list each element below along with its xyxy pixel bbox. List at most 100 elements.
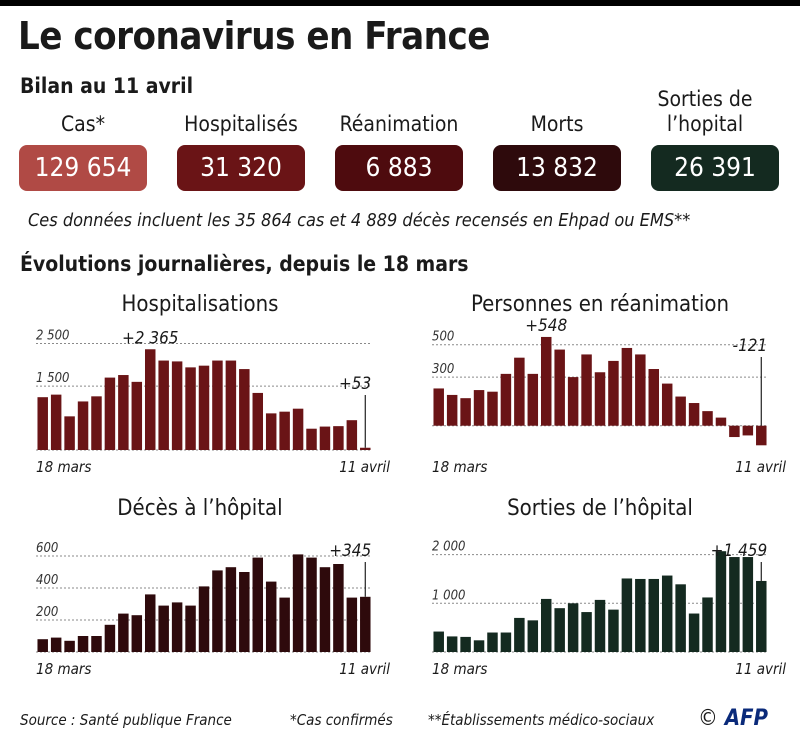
bar-icu-16 xyxy=(648,369,660,426)
bar-deaths-9 xyxy=(158,605,169,652)
bar-hosp-6 xyxy=(118,375,129,450)
bar-discharges-15 xyxy=(635,578,646,652)
page-subtitle: Bilan au 11 avril xyxy=(20,74,194,98)
bar-hosp-11 xyxy=(185,367,196,450)
bar-hosp-16 xyxy=(252,392,264,450)
bar-discharges-2 xyxy=(460,636,471,652)
bar-icu-10 xyxy=(567,377,579,426)
data-note: Ces données incluent les 35 864 cas et 4… xyxy=(28,210,691,231)
bar-discharges-7 xyxy=(527,620,539,652)
chart-title-icu: Personnes en réanimation xyxy=(470,292,730,317)
top-bar xyxy=(0,0,800,6)
bar-hosp-0 xyxy=(37,397,48,450)
bar-icu-19 xyxy=(688,403,700,426)
afp-logo: © AFP xyxy=(698,706,768,731)
chart-title-discharges: Sorties de l’hôpital xyxy=(507,496,693,521)
bar-icu-11 xyxy=(581,354,592,426)
page-title: Le coronavirus en France xyxy=(18,14,490,58)
bar-icu-15 xyxy=(635,354,646,426)
bar-icu-24 xyxy=(756,425,767,446)
bar-icu-22 xyxy=(729,425,740,438)
bar-icu-3 xyxy=(473,390,485,426)
bar-discharges-23 xyxy=(742,557,754,652)
bar-icu-20 xyxy=(702,411,713,426)
bar-discharges-21 xyxy=(715,551,727,652)
bar-icu-1 xyxy=(446,394,458,426)
bar-hosp-3 xyxy=(77,401,89,450)
kpi-value-deaths: 13 832 xyxy=(493,145,621,191)
annotation-deaths-0: +345 xyxy=(329,541,371,561)
bar-hosp-20 xyxy=(306,428,317,450)
ytick-label-deaths-2: 600 xyxy=(36,541,58,556)
bar-discharges-12 xyxy=(594,599,606,652)
bar-hosp-9 xyxy=(158,360,169,450)
bar-hosp-21 xyxy=(319,426,331,450)
chart-title-hospitalisations: Hospitalisations xyxy=(121,292,279,317)
ytick-label-hosp-1: 2 500 xyxy=(36,329,69,344)
footer-source: Source : Santé publique France xyxy=(20,711,232,729)
kpi-label-icu: Réanimation xyxy=(339,112,459,136)
ytick-label-discharges-0: 1 000 xyxy=(432,588,465,603)
footer-ems-note: **Établissements médico-sociaux xyxy=(428,711,655,729)
bar-hosp-8 xyxy=(144,349,156,450)
bar-hosp-13 xyxy=(212,360,223,450)
bar-deaths-0 xyxy=(37,639,48,652)
annotation-hosp-1: +53 xyxy=(339,374,371,394)
bar-deaths-4 xyxy=(91,636,102,652)
bar-discharges-18 xyxy=(675,584,686,652)
bar-discharges-24 xyxy=(756,580,767,652)
kpi-value-icu: 6 883 xyxy=(335,145,463,191)
bar-deaths-14 xyxy=(225,567,237,652)
bar-discharges-17 xyxy=(661,575,673,652)
xlabel-start-hosp: 18 mars xyxy=(36,458,91,476)
bar-hosp-10 xyxy=(171,361,183,450)
bar-discharges-10 xyxy=(567,603,579,652)
kpi-label-discharged: Sorties de l’hopital xyxy=(657,87,753,136)
bar-deaths-19 xyxy=(292,554,304,652)
bar-discharges-14 xyxy=(621,578,633,652)
bar-hosp-12 xyxy=(198,365,210,450)
bar-deaths-22 xyxy=(333,564,344,652)
bar-deaths-5 xyxy=(104,624,116,652)
bar-deaths-13 xyxy=(212,570,223,652)
xlabel-start-deaths: 18 mars xyxy=(36,660,91,678)
bar-icu-4 xyxy=(487,391,498,426)
bar-icu-7 xyxy=(527,373,539,426)
annotation-discharges-0: +1 459 xyxy=(711,541,768,561)
kpi-label-deaths: Morts xyxy=(530,112,584,136)
bar-deaths-20 xyxy=(306,557,317,652)
bar-deaths-11 xyxy=(185,605,196,652)
bar-discharges-9 xyxy=(554,608,565,652)
bar-icu-5 xyxy=(500,373,512,426)
bar-deaths-23 xyxy=(346,597,358,652)
bar-deaths-7 xyxy=(131,615,143,652)
xlabel-end-deaths: 11 avril xyxy=(339,660,390,678)
ytick-label-icu-1: 500 xyxy=(432,330,454,345)
bar-hosp-18 xyxy=(279,411,290,450)
chart-title-deaths: Décès à l’hôpital xyxy=(117,496,283,521)
annotation-icu-1: -121 xyxy=(733,336,768,356)
afp-brand: AFP xyxy=(724,706,769,731)
bar-deaths-12 xyxy=(198,586,210,652)
xlabel-start-icu: 18 mars xyxy=(432,458,487,476)
kpi-label-cases: Cas* xyxy=(60,112,106,136)
bar-deaths-6 xyxy=(118,613,129,652)
ytick-label-hosp-0: 1 500 xyxy=(36,371,69,386)
copyright-symbol: © xyxy=(698,706,718,731)
bar-hosp-1 xyxy=(50,394,62,450)
bar-discharges-4 xyxy=(487,632,498,652)
bar-hosp-15 xyxy=(239,369,250,450)
bar-icu-23 xyxy=(742,425,754,436)
bar-deaths-24 xyxy=(360,596,371,652)
bar-deaths-10 xyxy=(171,602,183,652)
annotation-icu-0: +548 xyxy=(525,316,567,336)
section-title: Évolutions journalières, depuis le 18 ma… xyxy=(20,252,469,276)
bar-discharges-22 xyxy=(729,557,740,652)
bar-deaths-17 xyxy=(265,581,277,652)
bar-deaths-1 xyxy=(50,637,62,652)
bar-hosp-2 xyxy=(64,416,75,450)
bar-discharges-20 xyxy=(702,597,713,652)
bar-hosp-7 xyxy=(131,381,143,450)
xlabel-end-discharges: 11 avril xyxy=(735,660,786,678)
kpi-label-hospitalised: Hospitalisés xyxy=(184,112,298,136)
